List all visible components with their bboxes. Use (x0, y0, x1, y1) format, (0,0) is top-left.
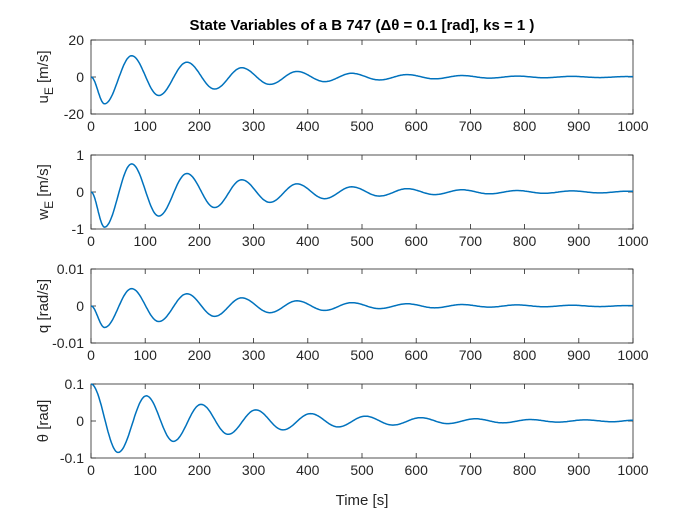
x-tick-label: 500 (350, 462, 374, 478)
x-tick-label: 0 (87, 347, 95, 363)
y-tick-label: 0 (76, 69, 84, 85)
y-axis-label-uE: uE [m/s] (35, 50, 56, 103)
x-tick-label: 300 (242, 347, 266, 363)
y-axis-label-wE: wE [m/s] (35, 164, 56, 221)
series-line-wE (90, 163, 634, 228)
x-tick-label: 900 (567, 118, 591, 134)
x-tick-label: 800 (513, 233, 537, 249)
x-tick-label: 800 (513, 118, 537, 134)
series-line-q (90, 287, 634, 329)
y-tick-label: 1 (76, 147, 84, 163)
x-tick-label: 600 (405, 233, 429, 249)
y-tick-label: 0 (76, 184, 84, 200)
x-tick-label: 1000 (617, 118, 648, 134)
y-tick-label: -0.01 (52, 335, 84, 351)
x-tick-label: 0 (87, 233, 95, 249)
y-tick-label: 0 (76, 298, 84, 314)
x-tick-label: 0 (87, 118, 95, 134)
y-tick-label: -20 (64, 106, 84, 122)
series-line-theta (90, 383, 633, 454)
x-tick-label: 200 (188, 233, 212, 249)
series-line-uE (90, 54, 634, 105)
x-tick-label: 900 (567, 233, 591, 249)
plot-area-wE (90, 154, 634, 230)
y-tick-label: 0.01 (57, 261, 84, 277)
x-tick-label: 200 (188, 118, 212, 134)
x-tick-label: 700 (459, 233, 483, 249)
chart-title: State Variables of a B 747 (Δθ = 0.1 [ra… (190, 17, 535, 34)
x-tick-label: 500 (350, 233, 374, 249)
x-tick-label: 500 (350, 347, 374, 363)
x-tick-label: 0 (87, 462, 95, 478)
x-tick-label: 400 (296, 118, 320, 134)
y-axis-label-theta: θ [rad] (35, 400, 52, 443)
x-tick-label: 400 (296, 347, 320, 363)
x-tick-label: 100 (134, 118, 158, 134)
subplot-q: 0 100 200 300 400 500 600 700 800 900 1000-0.0100.… (35, 261, 649, 363)
y-tick-label: 20 (68, 32, 84, 48)
plot-area-theta (90, 383, 634, 459)
x-tick-label: 800 (513, 347, 537, 363)
x-tick-label: 900 (567, 347, 591, 363)
x-tick-label: 800 (513, 462, 537, 478)
x-tick-label: 300 (242, 462, 266, 478)
x-tick-label: 1000 (617, 347, 648, 363)
x-tick-label: 700 (459, 462, 483, 478)
x-tick-label: 600 (405, 118, 429, 134)
x-tick-label: 300 (242, 233, 266, 249)
x-axis-label: Time [s] (336, 492, 389, 509)
x-tick-label: 1000 (617, 462, 648, 478)
subplot-uE: 0 100 200 300 400 500 600 700 800 900 1000-20020uE… (35, 32, 649, 134)
x-tick-label: 900 (567, 462, 591, 478)
x-tick-label: 100 (134, 233, 158, 249)
x-tick-label: 500 (350, 118, 374, 134)
y-tick-label: -1 (72, 221, 85, 237)
subplots: 0 100 200 300 400 500 600 700 800 900 1000-20020uE… (35, 32, 649, 478)
x-tick-label: 400 (296, 233, 320, 249)
x-tick-label: 700 (459, 347, 483, 363)
x-tick-label: 200 (188, 347, 212, 363)
x-tick-label: 600 (405, 462, 429, 478)
x-tick-label: 100 (134, 347, 158, 363)
x-tick-label: 100 (134, 462, 158, 478)
subplot-theta: 0 100 200 300 400 500 600 700 800 900 1000-0.100.1… (35, 376, 649, 478)
x-tick-label: 1000 (617, 233, 648, 249)
y-axis-label-q: q [rad/s] (35, 279, 52, 333)
x-tick-label: 700 (459, 118, 483, 134)
y-tick-label: 0.1 (65, 376, 85, 392)
y-tick-label: 0 (76, 413, 84, 429)
x-tick-label: 200 (188, 462, 212, 478)
y-tick-label: -0.1 (60, 450, 84, 466)
x-tick-label: 600 (405, 347, 429, 363)
x-tick-label: 300 (242, 118, 266, 134)
x-tick-label: 400 (296, 462, 320, 478)
